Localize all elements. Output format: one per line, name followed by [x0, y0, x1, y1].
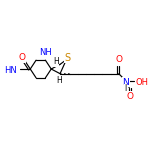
Text: H: H [53, 57, 59, 66]
Text: HN: HN [4, 66, 17, 75]
Text: O: O [115, 55, 122, 64]
Text: NH: NH [39, 48, 52, 57]
Text: N: N [122, 78, 129, 87]
Text: O: O [127, 92, 134, 101]
Text: O: O [18, 53, 25, 62]
Text: H: H [56, 76, 62, 85]
Text: S: S [64, 53, 71, 63]
Text: OH: OH [135, 78, 149, 87]
Text: I: I [125, 84, 127, 93]
